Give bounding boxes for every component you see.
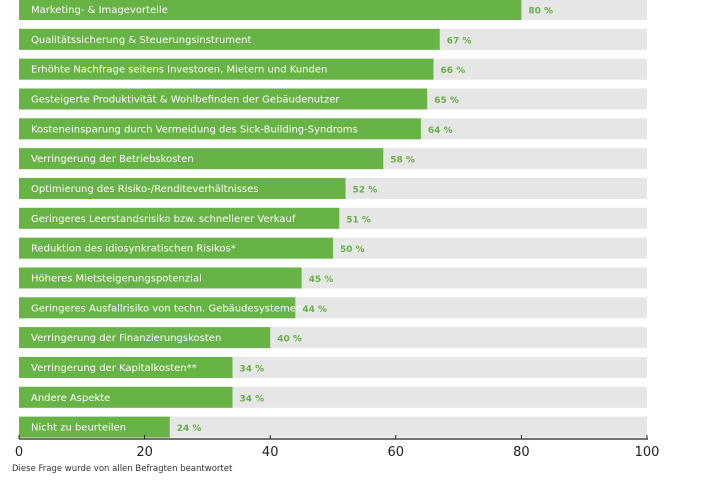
bar [19, 297, 296, 319]
bar-value-label: 40 % [277, 335, 302, 345]
bar-value-label: 34 % [240, 394, 265, 404]
bar-row: Erhöhte Nachfrage seitens Investoren, Mi… [19, 58, 647, 80]
bar [19, 207, 340, 229]
bar-row: Marketing- & Imagevorteile 80 % [19, 0, 647, 20]
bar [19, 28, 440, 50]
bar-row: Höheres Mietsteigerungspotenzial 45 % [19, 267, 647, 289]
x-tick-label: 60 [388, 445, 405, 460]
bar [19, 267, 302, 289]
bar [19, 327, 271, 349]
bar-row: Optimierung des Risiko-/Renditeverhältni… [19, 177, 647, 199]
bar [19, 237, 333, 259]
bar-row: Verringerung der Finanzierungskosten 40 % [19, 327, 647, 349]
bar-row: Kosteneinsparung durch Vermeidung des Si… [19, 118, 647, 140]
bar-value-label: 51 % [346, 215, 371, 225]
bar-category-label: Reduktion des idiosynkratischen Risikos* [31, 244, 236, 255]
bar-value-label: 44 % [302, 305, 327, 315]
bar-track [19, 416, 647, 438]
bar-value-label: 45 % [309, 275, 334, 285]
bar-row: Verringerung der Betriebskosten 58 % [19, 148, 647, 170]
bar-row: Geringeres Ausfallrisiko von techn. Gebä… [19, 297, 647, 319]
bar-category-label: Verringerung der Kapitalkosten** [31, 363, 197, 374]
bar [19, 386, 233, 408]
bar-value-label: 50 % [340, 245, 365, 255]
bars-group: Marketing- & Imagevorteile 80 % Qualitätss… [19, 0, 647, 438]
bar-row: Nicht zu beurteilen 24 % [19, 416, 647, 438]
x-tick-label: 40 [262, 445, 279, 460]
bar-category-label: Kosteneinsparung durch Vermeidung des Si… [31, 124, 358, 135]
bar-value-label: 24 % [177, 424, 202, 434]
bar [19, 58, 434, 80]
bar-category-label: Verringerung der Finanzierungskosten [31, 333, 221, 344]
bar-category-label: Qualitätssicherung & Steuerungsinstrumen… [31, 35, 252, 46]
bar-value-label: 65 % [434, 96, 459, 106]
bar-category-label: Optimierung des Risiko-/Renditeverhältni… [31, 184, 258, 195]
bar-category-label: Nicht zu beurteilen [31, 423, 126, 434]
bar-category-label: Höheres Mietsteigerungspotenzial [31, 273, 202, 284]
bar-category-label: Geringeres Ausfallrisiko von techn. Gebä… [31, 303, 302, 314]
bar-row: Geringeres Leerstandsrisiko bzw. schnell… [19, 207, 647, 229]
bar-row: Andere Aspekte 34 % [19, 386, 647, 408]
bar-value-label: 52 % [353, 185, 378, 195]
bar [19, 148, 384, 170]
bar [19, 356, 233, 378]
x-axis: 0 20 40 60 80 100 [15, 435, 660, 460]
bar-row: Verringerung der Kapitalkosten** 34 % [19, 356, 647, 378]
x-tick-label: 100 [635, 445, 660, 460]
bar-value-label: 58 % [390, 156, 415, 166]
bar-row: Qualitätssicherung & Steuerungsinstrumen… [19, 28, 647, 50]
bar-value-label: 64 % [428, 126, 453, 136]
bar-value-label: 34 % [240, 364, 265, 374]
x-tick-label: 20 [136, 445, 153, 460]
bar-category-label: Andere Aspekte [31, 393, 110, 404]
footnote: Diese Frage wurde von allen Befragten be… [12, 464, 233, 474]
bar-category-label: Verringerung der Betriebskosten [31, 154, 194, 165]
bar-row: Reduktion des idiosynkratischen Risikos*… [19, 237, 647, 259]
bar-category-label: Gesteigerte Produktivität & Wohlbefinden… [31, 94, 340, 105]
bar-value-label: 66 % [440, 66, 465, 76]
bar-row: Gesteigerte Produktivität & Wohlbefinden… [19, 88, 647, 110]
x-tick-label: 0 [15, 445, 23, 460]
bar [19, 177, 346, 199]
bar-value-label: 80 % [528, 7, 553, 17]
bar [19, 118, 421, 140]
x-tick-label: 80 [513, 445, 530, 460]
bar-category-label: Erhöhte Nachfrage seitens Investoren, Mi… [31, 65, 327, 76]
bar-category-label: Geringeres Leerstandsrisiko bzw. schnell… [31, 214, 296, 225]
bar [19, 88, 428, 110]
bar [19, 416, 170, 438]
bar-value-label: 67 % [447, 36, 472, 46]
bar [19, 0, 522, 20]
bar-category-label: Marketing- & Imagevorteile [31, 5, 168, 16]
